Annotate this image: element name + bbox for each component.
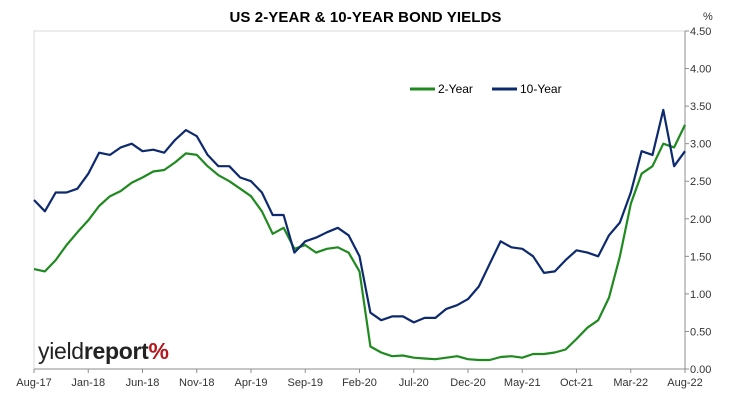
legend-label-10-year: 10-Year (520, 82, 562, 96)
yieldreport-logo: yieldreport% (38, 338, 169, 365)
x-tick-label: Jun-18 (126, 377, 160, 389)
x-tick-label: Aug-17 (16, 377, 51, 389)
y-tick-label: 1.50 (690, 251, 711, 263)
x-tick-label: Mar-22 (613, 377, 648, 389)
x-tick-label: Sep-19 (288, 377, 323, 389)
y-axis-unit: % (703, 11, 713, 23)
y-tick-label: 4.00 (690, 64, 711, 76)
x-tick-label: Jan-18 (71, 377, 105, 389)
y-tick-label: 3.50 (690, 101, 711, 113)
series-line-2-year (33, 124, 686, 362)
x-tick-label: Jul-20 (399, 377, 429, 389)
y-tick-label: 2.50 (690, 176, 711, 188)
x-tick-label: Dec-20 (450, 377, 485, 389)
legend-label-2-year: 2-Year (438, 82, 473, 96)
x-tick-label: May-21 (504, 377, 541, 389)
x-tick-label: Oct-21 (560, 377, 593, 389)
x-tick-label: Feb-20 (342, 377, 377, 389)
y-tick-label: 1.00 (690, 289, 711, 301)
x-tick-label: Aug-22 (667, 377, 702, 389)
y-tick-label: 2.00 (690, 214, 711, 226)
logo-text-yield: yield (38, 338, 84, 364)
y-tick-label: 4.50 (690, 26, 711, 38)
plot-border (33, 30, 686, 370)
y-tick-label: 3.00 (690, 139, 711, 151)
series-line-10-year (33, 108, 686, 324)
x-tick-label: Apr-19 (234, 377, 267, 389)
x-tick-label: Nov-18 (179, 377, 214, 389)
y-tick-label: 0.50 (690, 326, 711, 338)
y-tick-label: 0.00 (690, 364, 711, 376)
logo-text-report: report (83, 338, 149, 364)
chart-title: US 2-YEAR & 10-YEAR BOND YIELDS (229, 9, 502, 26)
logo-percent-icon: % (148, 338, 169, 364)
